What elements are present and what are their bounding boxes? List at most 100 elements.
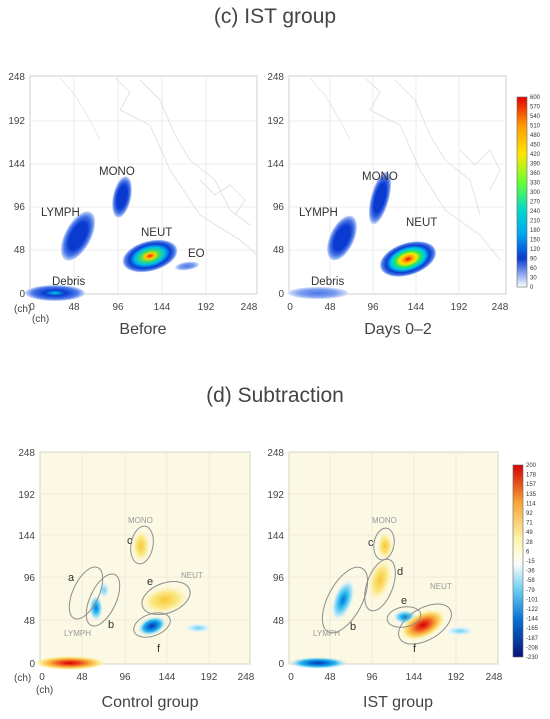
control-xunit: (ch) <box>36 685 53 696</box>
colorbar-d-tick-label: -165 <box>526 626 539 632</box>
colorbar-c-tick-label: 60 <box>530 266 537 272</box>
control-xtick-192: 192 <box>201 672 218 683</box>
control-outline-f <box>133 612 171 638</box>
colorbar-c-tick-label: 540 <box>530 114 541 120</box>
ist-ytick-248: 248 <box>267 448 284 459</box>
control-xtick-0: 0 <box>39 672 45 683</box>
colorbar-d-tick-label: -208 <box>526 645 539 651</box>
control-blob-b <box>98 581 110 599</box>
colorbar-d-tick-label: -101 <box>526 597 539 603</box>
before-yunit: (ch) <box>14 304 31 315</box>
ist-xtick-248: 248 <box>486 672 503 683</box>
ist-mono-label: MONO <box>372 516 397 525</box>
before-ytick-0: 0 <box>19 289 25 300</box>
colorbar-c-tick-label: 330 <box>530 181 541 187</box>
control-blob-neut-tail <box>184 623 212 633</box>
before-ytick-144: 144 <box>8 159 25 170</box>
control-xtick-248: 248 <box>238 672 255 683</box>
caption-control: Control group <box>101 694 199 711</box>
plot-ist: MONO NEUT LYMPH b c d e f 248 192 144 96… <box>267 448 502 683</box>
before-xtick-0: 0 <box>29 302 35 313</box>
before-xtick-96: 96 <box>112 302 124 313</box>
ist-outline-b <box>321 566 369 634</box>
days-ytick-248: 248 <box>267 72 284 83</box>
days-xtick-248: 248 <box>492 302 509 313</box>
before-xtick-192: 192 <box>198 302 215 313</box>
colorbar-c-tick-label: 270 <box>530 200 541 206</box>
control-ytick-0: 0 <box>29 659 35 670</box>
colorbar-d-tick-label: 114 <box>526 501 536 507</box>
caption-before: Before <box>119 321 167 338</box>
before-xtick-248: 248 <box>241 302 258 313</box>
before-debris-blob <box>25 285 85 301</box>
ist-outline-e <box>386 606 422 628</box>
days-neut-blob <box>379 241 437 277</box>
colorbar-c-tick-label: 420 <box>530 152 541 158</box>
control-letter-e: e <box>147 576 153 588</box>
colorbar-d-tick-label: 71 <box>526 521 533 527</box>
days-xtick-48: 48 <box>324 302 336 313</box>
colorbar-c: 6005705405104804504203903603303002702402… <box>516 95 541 291</box>
before-eo-label: EO <box>188 248 205 260</box>
colorbar-c-tick-label: 30 <box>530 276 537 282</box>
colorbar-d-tick-label: 28 <box>526 540 533 546</box>
caption-ist: IST group <box>363 694 433 711</box>
days-ytick-48: 48 <box>273 245 285 256</box>
ist-ytick-192: 192 <box>267 490 284 501</box>
control-letter-f: f <box>157 643 161 655</box>
colorbar-c-tick-label: 150 <box>530 238 541 244</box>
ist-neut-label: NEUT <box>430 582 452 591</box>
control-blob-e <box>141 585 189 615</box>
colorbar-d-tick-label: -58 <box>526 578 535 584</box>
control-yunit: (ch) <box>14 673 31 684</box>
ist-outline-c <box>373 527 395 561</box>
ist-xtick-0: 0 <box>288 672 294 683</box>
plot-before: MONO LYMPH NEUT EO Debris 248 192 144 96… <box>8 72 257 325</box>
ist-letter-d: d <box>397 566 403 578</box>
colorbar-d-tick-label: 157 <box>526 482 537 488</box>
colorbar-c-tick-label: 480 <box>530 133 541 139</box>
control-letter-a: a <box>68 572 75 584</box>
colorbar-d-tick-label: 178 <box>526 473 537 479</box>
ist-xtick-48: 48 <box>324 672 336 683</box>
days-mono-label: MONO <box>362 171 398 183</box>
ist-blob-c <box>377 532 393 560</box>
ist-blob-neut-tail <box>445 626 475 636</box>
ist-xtick-144: 144 <box>406 672 423 683</box>
before-neut-blob <box>122 239 178 273</box>
ist-blob-f <box>400 609 446 641</box>
control-xtick-96: 96 <box>119 672 131 683</box>
days-xtick-0: 0 <box>287 302 293 313</box>
ist-xtick-96: 96 <box>366 672 378 683</box>
control-xtick-144: 144 <box>159 672 176 683</box>
days-xtick-144: 144 <box>408 302 425 313</box>
control-outline-c <box>130 525 154 565</box>
ist-blob-debris <box>288 657 348 669</box>
days-debris-blob <box>288 287 348 299</box>
days-lymph-blob <box>327 215 357 261</box>
control-ytick-96: 96 <box>24 573 36 584</box>
before-lymph-label: LYMPH <box>41 207 80 219</box>
before-debris-label: Debris <box>52 276 85 288</box>
days-ytick-192: 192 <box>267 116 284 127</box>
plot-control: MONO NEUT LYMPH a b c e f 248 192 144 96… <box>14 448 255 696</box>
colorbar-c-tick-label: 390 <box>530 162 541 168</box>
before-neut-label: NEUT <box>141 227 172 239</box>
ist-letter-b: b <box>350 621 356 633</box>
colorbar-d-tick-label: -79 <box>526 588 535 594</box>
ist-ytick-144: 144 <box>267 531 284 542</box>
control-ytick-192: 192 <box>18 490 35 501</box>
days-ytick-96: 96 <box>273 202 285 213</box>
before-ytick-96: 96 <box>14 202 26 213</box>
before-ytick-192: 192 <box>8 116 25 127</box>
colorbar-c-tick-label: 90 <box>530 257 537 263</box>
colorbar-c-tick-label: 120 <box>530 247 541 253</box>
before-mono-label: MONO <box>99 166 135 178</box>
control-blob-a <box>89 595 103 621</box>
colorbar-c-tick-label: 180 <box>530 228 541 234</box>
colorbar-d-tick-label: 49 <box>526 530 533 536</box>
days-mono-blob <box>368 171 392 225</box>
control-outline-e <box>141 581 191 615</box>
before-ytick-48: 48 <box>14 245 26 256</box>
